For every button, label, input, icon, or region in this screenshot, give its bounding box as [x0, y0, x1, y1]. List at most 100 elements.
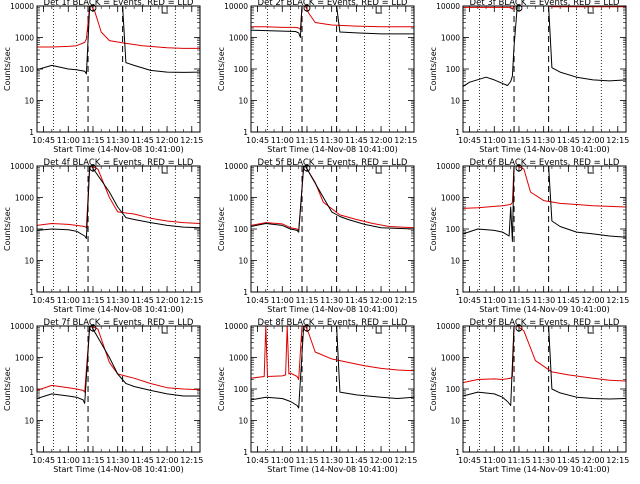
x-tick-label: 11:15 [507, 136, 530, 145]
chart-panel-7: 1 10 100 1000 10000 10:45 11:00 11:15 11:30 11:45… [3, 318, 203, 474]
chart-panel-3: 1 10 100 1000 10000 10:45 11:00 11:15 11:30 11:45… [429, 0, 629, 154]
lld-series-line [37, 6, 200, 49]
x-tick-label: 11:30 [106, 136, 129, 145]
y-axis-label: Counts/sec [217, 207, 226, 251]
event-marker-bracket [161, 326, 169, 334]
x-tick-label: 10:45 [246, 296, 269, 305]
y-tick-label: 1 [243, 128, 248, 137]
x-axis-label: Start Time (14-Nov-08 10:41:00) [53, 145, 183, 154]
x-tick-label: 11:45 [345, 136, 368, 145]
x-tick-label: 10:45 [32, 136, 55, 145]
event-marker-bracket [587, 6, 595, 14]
y-tick-label: 10000 [10, 162, 34, 171]
x-tick-label: 11:00 [271, 456, 294, 465]
x-tick-label: 11:00 [483, 456, 506, 465]
y-tick-label: 1000 [229, 194, 248, 203]
y-tick-label: 100 [20, 65, 35, 74]
events-series-line [251, 166, 414, 233]
y-tick-label: 10000 [436, 322, 460, 331]
y-tick-label: 100 [446, 225, 461, 234]
event-marker-bracket [161, 6, 169, 14]
y-tick-label: 1000 [15, 34, 34, 43]
data-series-group [37, 326, 200, 404]
x-tick-label: 11:15 [295, 136, 318, 145]
chart-panel-9: 1 10 100 1000 10000 10:45 11:00 11:15 11:30 11:45… [429, 318, 629, 474]
x-tick-label: 10:45 [246, 136, 269, 145]
event-marker-circle [515, 164, 523, 172]
x-tick-label: 12:15 [606, 136, 629, 145]
event-marker-circle [89, 164, 97, 172]
events-series-line [37, 6, 200, 75]
x-tick-label: 11:15 [295, 296, 318, 305]
y-axis-label: Counts/sec [3, 207, 12, 251]
x-tick-label: 12:00 [370, 296, 393, 305]
lld-series-line [251, 166, 414, 231]
data-series-group [251, 326, 414, 409]
y-tick-label: 10 [238, 257, 248, 266]
data-series-group [37, 166, 200, 239]
chart-title: Det 3f BLACK = Events, RED = LLD [470, 0, 620, 8]
x-tick-label: 11:15 [507, 296, 530, 305]
y-tick-label: 1000 [15, 354, 34, 363]
x-tick-label: 11:30 [532, 456, 555, 465]
y-tick-label: 10 [238, 417, 248, 426]
chart-title: Det 6f BLACK = Events, RED = LLD [470, 158, 620, 168]
y-tick-label: 100 [20, 385, 35, 394]
x-tick-label: 12:00 [156, 456, 179, 465]
plot-frame [250, 165, 415, 293]
data-series-group [37, 6, 200, 75]
plot-frame [36, 325, 201, 453]
y-tick-label: 10000 [436, 2, 460, 11]
y-tick-label: 1 [29, 128, 34, 137]
event-marker-circle [303, 4, 311, 12]
x-tick-label: 12:15 [394, 296, 417, 305]
y-axis-label: Counts/sec [217, 47, 226, 91]
x-axis-label: Start Time (14-Nov-08 10:41:00) [479, 145, 609, 154]
y-tick-label: 1000 [441, 34, 460, 43]
y-tick-label: 1000 [229, 34, 248, 43]
x-tick-label: 12:15 [394, 456, 417, 465]
plot-frame [462, 165, 627, 293]
y-tick-label: 1 [455, 288, 460, 297]
x-tick-label: 11:00 [271, 296, 294, 305]
x-tick-label: 11:00 [483, 296, 506, 305]
y-tick-label: 1 [29, 288, 34, 297]
x-axis-label: Start Time (14-Nov-08 10:41:00) [267, 145, 397, 154]
x-tick-label: 12:00 [156, 296, 179, 305]
x-tick-label: 11:45 [131, 456, 154, 465]
plot-frame [36, 165, 201, 293]
x-tick-label: 10:45 [246, 456, 269, 465]
lld-series-line [251, 6, 414, 30]
y-tick-label: 1000 [441, 194, 460, 203]
event-marker-circle [515, 4, 523, 12]
y-tick-label: 1 [455, 128, 460, 137]
y-tick-label: 1 [29, 448, 34, 457]
x-tick-label: 11:45 [131, 296, 154, 305]
chart-title: Det 8f BLACK = Events, RED = LLD [258, 318, 408, 328]
x-tick-label: 12:15 [180, 136, 203, 145]
y-axis-label: Counts/sec [3, 367, 12, 411]
data-series-group [251, 166, 414, 233]
y-tick-label: 10000 [436, 162, 460, 171]
x-tick-label: 11:30 [320, 136, 343, 145]
chart-title: Det 5f BLACK = Events, RED = LLD [258, 158, 408, 168]
x-tick-label: 10:45 [458, 456, 481, 465]
events-series-line [251, 326, 414, 409]
x-tick-label: 11:30 [106, 456, 129, 465]
y-tick-label: 10000 [224, 162, 248, 171]
x-axis-label: Start Time (14-Nov-08 10:41:00) [53, 305, 183, 314]
y-tick-label: 100 [234, 225, 249, 234]
y-tick-label: 10 [450, 97, 460, 106]
plot-frame [462, 5, 627, 133]
y-tick-label: 10 [24, 257, 34, 266]
x-tick-label: 11:00 [57, 296, 80, 305]
event-marker-bracket [161, 166, 169, 174]
y-tick-label: 10000 [10, 2, 34, 11]
y-tick-label: 1000 [15, 194, 34, 203]
events-series-line [463, 326, 626, 406]
events-series-line [463, 6, 626, 87]
y-tick-label: 1 [455, 448, 460, 457]
y-tick-label: 100 [446, 65, 461, 74]
event-marker-bracket [375, 166, 383, 174]
